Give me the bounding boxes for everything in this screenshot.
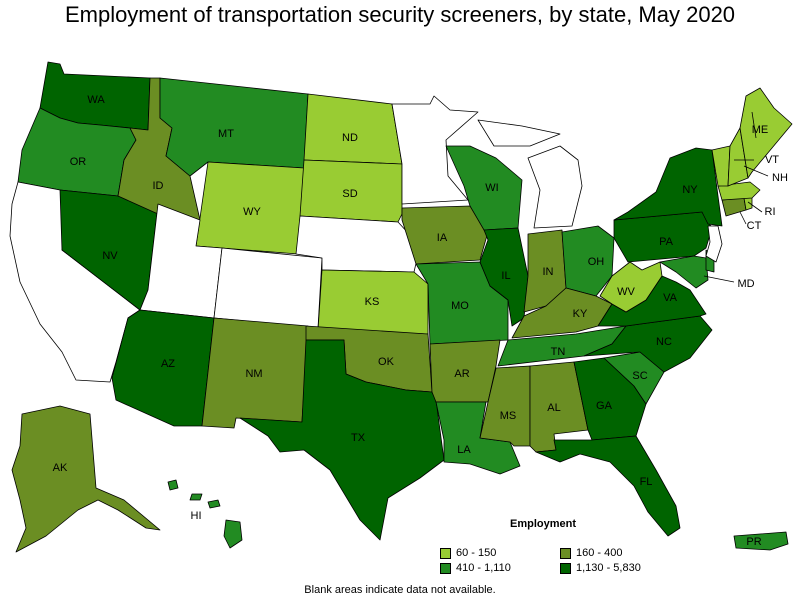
label-ri: RI bbox=[765, 206, 776, 218]
label-la: LA bbox=[457, 444, 471, 456]
label-wa: WA bbox=[87, 94, 105, 106]
state-ma[interactable] bbox=[717, 181, 761, 201]
state-ak[interactable] bbox=[11, 405, 161, 553]
legend-item-0: 60 - 150 bbox=[440, 547, 496, 559]
label-pr: PR bbox=[746, 536, 761, 548]
state-la[interactable] bbox=[435, 401, 521, 475]
footnote: Blank areas indicate data not available. bbox=[304, 584, 496, 596]
legend-label-0: 60 - 150 bbox=[456, 547, 497, 559]
legend-item-2: 410 - 1,110 bbox=[440, 562, 511, 574]
state-sc[interactable] bbox=[603, 351, 665, 405]
label-id: ID bbox=[153, 180, 164, 192]
map-title: Employment of transportation security sc… bbox=[64, 2, 736, 27]
state-tx[interactable] bbox=[239, 339, 445, 541]
label-or: OR bbox=[70, 156, 87, 168]
label-fl: FL bbox=[640, 476, 653, 488]
state-ny[interactable] bbox=[613, 147, 723, 227]
state-me[interactable] bbox=[739, 87, 793, 179]
label-nm: NM bbox=[245, 368, 262, 380]
state-co[interactable] bbox=[213, 247, 323, 329]
label-md: MD bbox=[737, 278, 754, 290]
state-mn[interactable] bbox=[391, 95, 479, 205]
label-ny: NY bbox=[682, 184, 698, 196]
label-wi: WI bbox=[485, 182, 498, 194]
legend-label-3: 1,130 - 5,830 bbox=[576, 562, 641, 574]
state-il[interactable] bbox=[479, 227, 529, 327]
label-az: AZ bbox=[161, 358, 175, 370]
label-hi: HI bbox=[191, 510, 202, 522]
label-ky: KY bbox=[573, 308, 588, 320]
legend-swatch-3 bbox=[560, 562, 571, 574]
label-me: ME bbox=[752, 124, 769, 136]
legend-swatch-2 bbox=[440, 562, 451, 574]
label-va: VA bbox=[663, 292, 678, 304]
state-nj[interactable] bbox=[705, 225, 723, 263]
label-pa: PA bbox=[659, 236, 674, 248]
label-il: IL bbox=[501, 270, 510, 282]
label-wy: WY bbox=[243, 206, 261, 218]
label-tx: TX bbox=[351, 432, 366, 444]
label-nh: NH bbox=[772, 172, 788, 184]
legend-label-2: 410 - 1,110 bbox=[456, 562, 511, 574]
state-md[interactable] bbox=[659, 255, 709, 289]
state-wv[interactable] bbox=[599, 261, 663, 313]
label-mo: MO bbox=[451, 300, 469, 312]
legend-label-1: 160 - 400 bbox=[576, 547, 623, 559]
state-ks[interactable] bbox=[317, 269, 429, 335]
label-nv: NV bbox=[102, 250, 118, 262]
label-sd: SD bbox=[342, 188, 357, 200]
label-in: IN bbox=[543, 266, 554, 278]
label-wv: WV bbox=[617, 286, 635, 298]
label-ms: MS bbox=[500, 410, 517, 422]
legend-title: Employment bbox=[510, 518, 577, 530]
label-ga: GA bbox=[596, 400, 613, 412]
label-ak: AK bbox=[53, 462, 68, 474]
state-hi[interactable] bbox=[167, 479, 243, 549]
label-ia: IA bbox=[437, 232, 448, 244]
label-sc: SC bbox=[632, 370, 647, 382]
legend-swatch-0 bbox=[440, 547, 451, 559]
state-mi[interactable] bbox=[477, 119, 583, 229]
state-sd[interactable] bbox=[299, 159, 403, 223]
label-ct: CT bbox=[747, 220, 762, 232]
legend-item-3: 1,130 - 5,830 bbox=[560, 562, 641, 574]
legend-item-1: 160 - 400 bbox=[560, 547, 622, 559]
label-ar: AR bbox=[454, 368, 469, 380]
label-al: AL bbox=[547, 402, 560, 414]
label-oh: OH bbox=[588, 256, 605, 268]
label-nc: NC bbox=[656, 336, 672, 348]
state-mt[interactable] bbox=[159, 77, 309, 177]
label-ok: OK bbox=[378, 356, 395, 368]
label-nd: ND bbox=[342, 132, 358, 144]
label-mt: MT bbox=[218, 128, 234, 140]
label-vt: VT bbox=[765, 154, 779, 166]
legend-swatch-1 bbox=[560, 547, 571, 559]
label-tn: TN bbox=[551, 346, 566, 358]
state-fl[interactable] bbox=[535, 435, 681, 537]
state-pr[interactable] bbox=[733, 531, 789, 551]
state-ct[interactable] bbox=[721, 197, 747, 217]
leader-lines bbox=[703, 111, 769, 283]
state-nd[interactable] bbox=[303, 93, 403, 165]
label-ks: KS bbox=[365, 296, 380, 308]
